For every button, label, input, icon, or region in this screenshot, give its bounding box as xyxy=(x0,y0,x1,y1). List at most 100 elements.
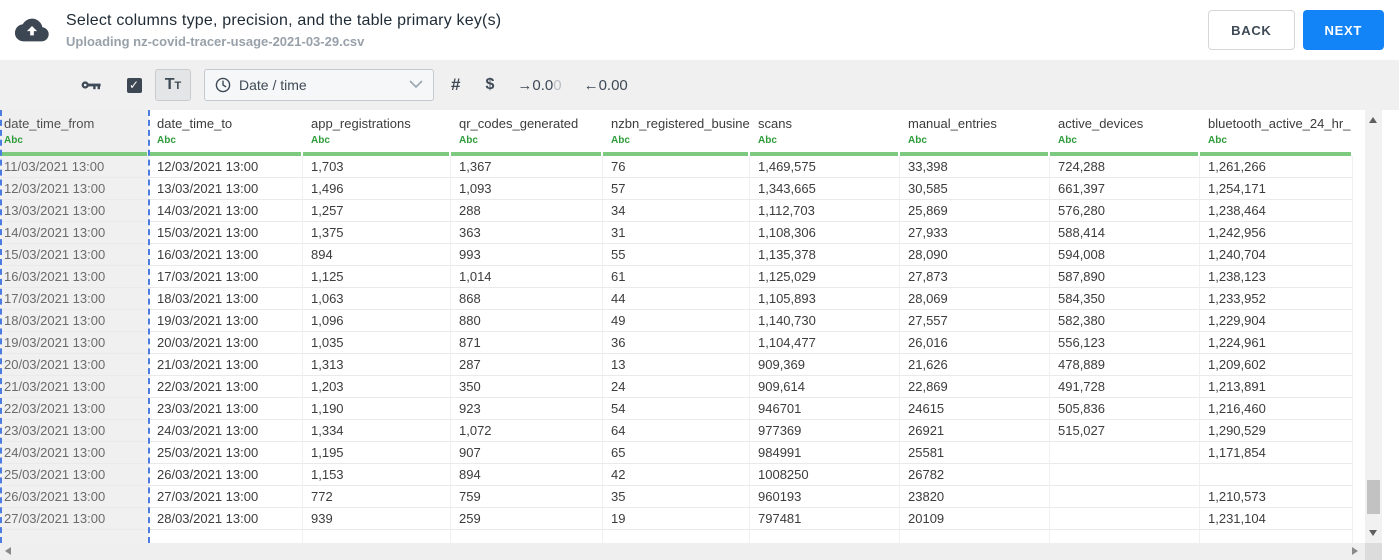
table-cell: 27,933 xyxy=(900,222,1050,244)
table-cell: 35 xyxy=(603,486,750,508)
column-type-badge: Abc xyxy=(1058,135,1077,146)
table-cell: 1,171,854 xyxy=(1200,442,1353,464)
currency-type-button[interactable]: $ xyxy=(485,76,495,93)
precision-increase-button[interactable]: →0.00 xyxy=(517,77,561,94)
vertical-scroll-thumb[interactable] xyxy=(1367,480,1380,514)
column-accent-bar xyxy=(900,152,1048,156)
column-header-manual_entries[interactable]: manual_entries Abc xyxy=(900,110,1050,156)
column-type-toolbar: Tt Date / time # $ →0.00 ←0.00 xyxy=(0,60,1399,110)
dropdown-selected-value: Date / time xyxy=(239,77,307,93)
table-cell: 1,242,956 xyxy=(1200,222,1353,244)
column-header-nzbn_registered_busine[interactable]: nzbn_registered_busine Abc xyxy=(603,110,750,156)
table-cell: 1,108,306 xyxy=(750,222,900,244)
text-type-button[interactable]: Tt xyxy=(155,69,191,101)
numeric-type-button[interactable]: # xyxy=(451,75,461,94)
column-type-badge: Abc xyxy=(459,135,478,146)
back-button[interactable]: BACK xyxy=(1208,10,1295,50)
table-cell: 661,397 xyxy=(1050,178,1200,200)
table-cell: 28/03/2021 13:00 xyxy=(149,508,303,530)
text-type-label: Tt xyxy=(164,76,182,93)
horizontal-scrollbar[interactable] xyxy=(0,543,1365,560)
table-cell: 26/03/2021 13:00 xyxy=(149,464,303,486)
table-cell: 61 xyxy=(603,266,750,288)
column-type-dropdown[interactable]: Date / time xyxy=(204,69,434,101)
table-cell: 1,375 xyxy=(303,222,451,244)
table-cell: 759 xyxy=(451,486,603,508)
primary-key-icon[interactable] xyxy=(81,79,101,92)
table-cell: 584,350 xyxy=(1050,288,1200,310)
empty-cell xyxy=(149,530,303,543)
table-cell: 939 xyxy=(303,508,451,530)
table-cell: 36 xyxy=(603,332,750,354)
column-name: bluetooth_active_24_hr_ xyxy=(1208,116,1351,131)
table-cell: 724,288 xyxy=(1050,156,1200,178)
column-name: date_time_from xyxy=(4,116,95,131)
column-header-active_devices[interactable]: active_devices Abc xyxy=(1050,110,1200,156)
column-type-badge: Abc xyxy=(758,135,777,146)
table-cell: 984991 xyxy=(750,442,900,464)
table-cell: 907 xyxy=(451,442,603,464)
column-header-bluetooth_active_24_hr_[interactable]: bluetooth_active_24_hr_ Abc xyxy=(1200,110,1353,156)
table-cell: 26782 xyxy=(900,464,1050,486)
table-cell: 1,343,665 xyxy=(750,178,900,200)
table-cell: 25,869 xyxy=(900,200,1050,222)
table-cell: 28,069 xyxy=(900,288,1050,310)
table-cell: 20/03/2021 13:00 xyxy=(0,354,149,376)
column-header-date_time_from[interactable]: date_time_from Abc xyxy=(0,110,149,156)
table-cell: 49 xyxy=(603,310,750,332)
table-cell: 1,035 xyxy=(303,332,451,354)
table-cell: 18/03/2021 13:00 xyxy=(0,310,149,332)
table-cell: 587,890 xyxy=(1050,266,1200,288)
table-cell: 15/03/2021 13:00 xyxy=(0,244,149,266)
table-cell: 960193 xyxy=(750,486,900,508)
scroll-up-button[interactable] xyxy=(1369,117,1377,123)
table-cell: 30,585 xyxy=(900,178,1050,200)
selected-column-right-border xyxy=(148,110,150,543)
table-cell: 491,728 xyxy=(1050,376,1200,398)
table-cell: 1,153 xyxy=(303,464,451,486)
column-header-app_registrations[interactable]: app_registrations Abc xyxy=(303,110,451,156)
table-cell: 1,367 xyxy=(451,156,603,178)
column-name: manual_entries xyxy=(908,116,997,131)
table-cell: 54 xyxy=(603,398,750,420)
header-titles: Select columns type, precision, and the … xyxy=(66,12,501,49)
precision-decrease-button[interactable]: ←0.00 xyxy=(583,76,628,94)
empty-cell xyxy=(1050,530,1200,543)
table-cell: 13/03/2021 13:00 xyxy=(149,178,303,200)
scroll-down-button[interactable] xyxy=(1369,530,1377,536)
table-cell: 1,334 xyxy=(303,420,451,442)
vertical-scrollbar[interactable] xyxy=(1365,110,1382,543)
table-cell: 1,104,477 xyxy=(750,332,900,354)
table-cell xyxy=(1200,464,1353,486)
column-header-scans[interactable]: scans Abc xyxy=(750,110,900,156)
table-cell: 25/03/2021 13:00 xyxy=(149,442,303,464)
precision-increase-faded-digit: 0 xyxy=(553,76,562,94)
table-cell: 28,090 xyxy=(900,244,1050,266)
table-cell: 76 xyxy=(603,156,750,178)
table-cell: 1,209,602 xyxy=(1200,354,1353,376)
table-cell: 33,398 xyxy=(900,156,1050,178)
table-cell: 1,261,266 xyxy=(1200,156,1353,178)
table-cell: 42 xyxy=(603,464,750,486)
table-cell: 65 xyxy=(603,442,750,464)
include-column-checkbox[interactable] xyxy=(127,77,142,93)
cloud-upload-icon xyxy=(12,13,52,47)
scroll-left-button[interactable] xyxy=(5,547,11,555)
next-button[interactable]: NEXT xyxy=(1302,10,1384,50)
empty-cell xyxy=(750,530,900,543)
table-cell: 871 xyxy=(451,332,603,354)
table-cell xyxy=(1050,486,1200,508)
table-cell: 1,072 xyxy=(451,420,603,442)
scroll-right-button[interactable] xyxy=(1352,547,1358,555)
column-type-badge: Abc xyxy=(1208,135,1227,146)
column-header-qr_codes_generated[interactable]: qr_codes_generated Abc xyxy=(451,110,603,156)
table-cell: 1,469,575 xyxy=(750,156,900,178)
table-cell: 1,096 xyxy=(303,310,451,332)
scrollbar-corner xyxy=(1365,543,1382,560)
table-cell: 868 xyxy=(451,288,603,310)
table-cell: 894 xyxy=(451,464,603,486)
table-cell: 22/03/2021 13:00 xyxy=(0,398,149,420)
column-accent-bar xyxy=(603,152,748,156)
column-header-date_time_to[interactable]: date_time_to Abc xyxy=(149,110,303,156)
table-cell: 797481 xyxy=(750,508,900,530)
